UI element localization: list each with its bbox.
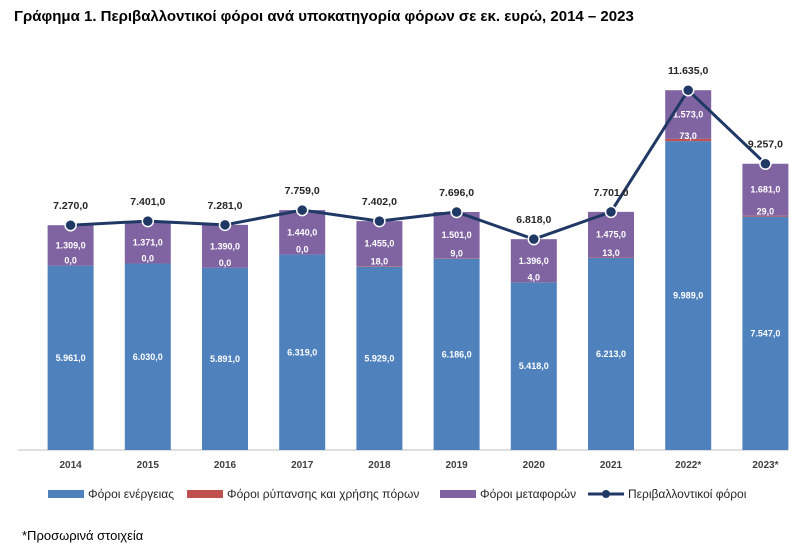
bar-transport bbox=[356, 221, 403, 267]
bar-transport bbox=[742, 163, 789, 216]
footnote: *Προσωρινά στοιχεία bbox=[22, 528, 144, 543]
data-label-energy: 6.319,0 bbox=[287, 347, 317, 357]
data-label-energy: 5.418,0 bbox=[519, 361, 549, 371]
legend-swatch bbox=[187, 490, 223, 498]
bar-transport bbox=[202, 224, 248, 268]
bar-energy bbox=[588, 257, 634, 450]
x-tick-label: 2014 bbox=[59, 460, 82, 471]
total-point bbox=[64, 218, 77, 232]
total-point bbox=[295, 203, 309, 217]
total-point bbox=[141, 214, 155, 228]
bar-energy bbox=[202, 267, 248, 450]
total-point bbox=[373, 214, 386, 228]
bar-transport bbox=[433, 212, 480, 259]
legend-label: Φόροι μεταφορών bbox=[480, 487, 576, 501]
total-line bbox=[70, 88, 767, 241]
bar-energy bbox=[356, 266, 403, 450]
total-label: 7.696,0 bbox=[439, 187, 474, 199]
total-label: 9.257,0 bbox=[748, 139, 783, 151]
legend-label: Φόροι ενέργειας bbox=[88, 487, 174, 501]
data-label-pollution: 29,0 bbox=[757, 207, 775, 217]
data-label-transport: 1.440,0 bbox=[287, 227, 317, 237]
data-label-transport: 1.371,0 bbox=[133, 237, 163, 247]
total-point bbox=[527, 232, 541, 246]
bar-energy bbox=[665, 141, 712, 451]
bar-energy bbox=[433, 258, 480, 450]
total-label: 6.818,0 bbox=[516, 214, 551, 226]
data-label-pollution: 73,0 bbox=[679, 131, 697, 141]
data-label-energy: 6.186,0 bbox=[442, 349, 472, 359]
total-point bbox=[604, 205, 618, 219]
data-label-pollution: 18,0 bbox=[371, 257, 389, 267]
bar-transport bbox=[279, 210, 326, 255]
legend-swatch bbox=[440, 490, 476, 498]
legend-label: Περιβαλλοντικοί φόροι bbox=[628, 487, 747, 501]
total-line-group bbox=[64, 83, 772, 246]
data-label-transport: 1.455,0 bbox=[364, 239, 394, 249]
total-point bbox=[450, 205, 463, 219]
x-tick-label: 2023* bbox=[752, 460, 778, 471]
total-label: 11.635,0 bbox=[668, 65, 708, 77]
bar-energy bbox=[47, 265, 94, 450]
bar-transport bbox=[47, 225, 94, 266]
data-label-energy: 6.213,0 bbox=[596, 349, 626, 359]
bar-transport bbox=[588, 211, 634, 258]
data-label-energy: 5.929,0 bbox=[364, 353, 394, 363]
total-label: 7.402,0 bbox=[362, 196, 397, 208]
legend-label: Φόροι ρύπανσης και χρήσης πόρων bbox=[227, 487, 419, 501]
legend-swatch-marker bbox=[602, 490, 610, 498]
bar-transport bbox=[124, 221, 171, 264]
bar-energy bbox=[279, 254, 326, 450]
chart-title: Γράφημα 1. Περιβαλλοντικοί φόροι ανά υπο… bbox=[14, 8, 634, 25]
data-label-transport: 1.573,0 bbox=[673, 110, 703, 120]
data-label-transport: 1.390,0 bbox=[210, 241, 240, 251]
data-label-pollution: 9,0 bbox=[450, 249, 463, 259]
x-tick-labels-group: 2014 2015 2016 2017 2018 2019 2020 2021 2022* 202… bbox=[59, 460, 778, 471]
total-labels-group: 7.270,0 7.401,0 7.281,0 7.759,0 7.402,0 7.696… bbox=[53, 65, 783, 226]
bar-transport bbox=[510, 239, 557, 283]
x-tick-label: 2017 bbox=[291, 460, 314, 471]
x-tick-label: 2019 bbox=[445, 460, 468, 471]
x-tick-label: 2022* bbox=[675, 460, 701, 471]
total-label: 7.701,0 bbox=[593, 187, 628, 199]
legend: Φόροι ενέργειας Φόροι ρύπανσης και χρήσης… bbox=[48, 487, 747, 501]
data-label-pollution: 0,0 bbox=[142, 254, 155, 264]
data-label-transport: 1.681,0 bbox=[750, 185, 780, 195]
data-label-energy: 5.961,0 bbox=[56, 353, 86, 363]
legend-swatch bbox=[48, 490, 84, 498]
x-tick-label: 2020 bbox=[523, 460, 546, 471]
x-tick-label: 2018 bbox=[368, 460, 391, 471]
data-label-pollution: 0,0 bbox=[296, 245, 309, 255]
total-label: 7.759,0 bbox=[285, 185, 320, 197]
total-point bbox=[681, 83, 695, 97]
data-label-energy: 9.989,0 bbox=[673, 291, 703, 301]
total-label: 7.281,0 bbox=[207, 200, 242, 212]
x-tick-label: 2021 bbox=[600, 460, 623, 471]
bar-pollution bbox=[742, 215, 789, 217]
bar-energy bbox=[742, 216, 789, 450]
data-label-transport: 1.396,0 bbox=[519, 256, 549, 266]
data-label-transport: 1.475,0 bbox=[596, 230, 626, 240]
data-label-pollution: 0,0 bbox=[64, 256, 77, 266]
bar-energy bbox=[510, 282, 557, 450]
data-label-energy: 5.891,0 bbox=[210, 354, 240, 364]
total-label: 7.270,0 bbox=[53, 200, 88, 212]
x-tick-label: 2016 bbox=[214, 460, 237, 471]
data-label-energy: 6.030,0 bbox=[133, 352, 163, 362]
bars-group: 5.961,0 0,0 1.309,0 6.030,0 0,0 1.371,0 5.891,… bbox=[47, 90, 789, 451]
total-point bbox=[759, 157, 772, 170]
data-label-pollution: 13,0 bbox=[602, 248, 620, 258]
x-tick-label: 2015 bbox=[137, 460, 160, 471]
data-label-transport: 1.501,0 bbox=[442, 230, 472, 240]
bar-pollution bbox=[356, 266, 403, 267]
bar-pollution bbox=[665, 138, 712, 142]
data-label-transport: 1.309,0 bbox=[56, 240, 86, 250]
total-label: 7.401,0 bbox=[130, 196, 165, 208]
total-point bbox=[218, 218, 232, 232]
bar-energy bbox=[124, 263, 171, 450]
data-label-energy: 7.547,0 bbox=[750, 328, 780, 338]
data-label-pollution: 4,0 bbox=[528, 272, 541, 282]
data-label-pollution: 0,0 bbox=[219, 258, 232, 268]
